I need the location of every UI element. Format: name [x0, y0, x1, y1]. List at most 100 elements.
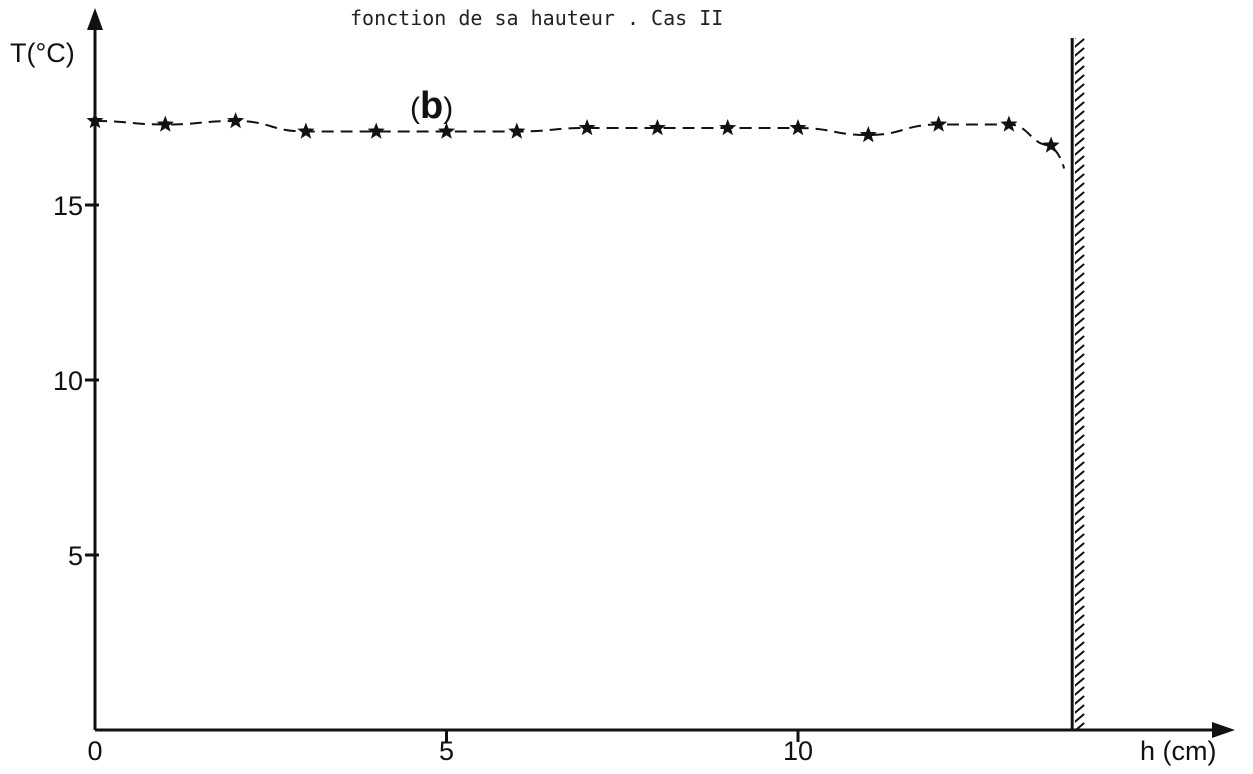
- wall-hatch-line: [1075, 722, 1085, 730]
- wall-hatch-line: [1075, 182, 1085, 192]
- data-point-star: [86, 112, 104, 129]
- wall-hatch-line: [1075, 488, 1085, 498]
- wall-hatch-line: [1075, 470, 1085, 480]
- wall-hatch-line: [1075, 461, 1085, 471]
- wall-hatch-line: [1075, 281, 1085, 291]
- wall-hatch-line: [1075, 524, 1085, 534]
- data-point-star: [437, 122, 456, 139]
- wall-hatch-line: [1075, 290, 1085, 300]
- wall-hatch-line: [1075, 398, 1085, 408]
- wall-hatch-line: [1075, 299, 1085, 309]
- wall-hatch-line: [1075, 236, 1085, 246]
- x-axis-label: h (cm): [1140, 736, 1217, 766]
- wall-hatch-line: [1072, 732, 1084, 742]
- wall-hatch-line: [1075, 254, 1085, 264]
- data-point-star: [578, 119, 596, 136]
- y-tick-label: 5: [68, 541, 83, 571]
- wall-hatch-line: [1075, 317, 1085, 327]
- wall-hatch-line: [1075, 56, 1085, 66]
- y-axis-label: T(°C): [10, 38, 75, 68]
- wall-hatch-line: [1075, 443, 1085, 453]
- data-point-star: [297, 122, 315, 139]
- wall-hatch-line: [1075, 713, 1085, 723]
- data-point-star: [156, 115, 174, 132]
- data-point-star: [227, 112, 245, 129]
- data-point-star: [367, 122, 385, 139]
- x-axis-arrow: [1212, 722, 1235, 738]
- wall-hatch-line: [1075, 596, 1085, 606]
- series-line: [94, 119, 1066, 169]
- wall-hatch-line: [1075, 353, 1085, 363]
- wall-hatch-line: [1075, 209, 1085, 219]
- wall-hatch-line: [1075, 686, 1085, 696]
- series-group: [86, 112, 1066, 169]
- wall-hatch-line: [1075, 245, 1085, 255]
- series-label-open-paren: (: [410, 92, 420, 125]
- wall-hatch-line: [1075, 38, 1077, 39]
- wall-hatch-line: [1075, 425, 1085, 435]
- data-point-star: [1000, 115, 1018, 132]
- wall-hatch-line: [1075, 101, 1085, 111]
- wall-hatch-line: [1075, 263, 1085, 273]
- wall-hatch-line: [1075, 623, 1085, 633]
- wall-hatch-line: [1075, 416, 1085, 426]
- wall-hatch-line: [1075, 614, 1085, 624]
- data-point-star: [508, 122, 526, 139]
- wall-hatch-line: [1075, 389, 1085, 399]
- chart-title: fonction de sa hauteur . Cas II: [350, 6, 723, 30]
- ticks: 0 5 10 5 10 15: [53, 191, 813, 766]
- wall-hatch-line: [1075, 335, 1085, 345]
- y-axis-arrow: [87, 8, 103, 30]
- wall-hatch-line: [1075, 560, 1085, 570]
- data-point-star: [859, 126, 877, 143]
- wall-hatch-line: [1075, 146, 1085, 156]
- wall-hatch-line: [1075, 659, 1085, 669]
- wall-hatch-line: [1075, 65, 1085, 75]
- wall-hatch-line: [1075, 506, 1085, 516]
- series-label-close-paren: ): [443, 92, 453, 125]
- wall-hatch-line: [1075, 218, 1085, 228]
- x-tick-label: 0: [87, 736, 102, 766]
- wall-hatch-line: [1075, 479, 1085, 489]
- wall-hatch-line: [1075, 164, 1085, 174]
- wall-hatch-line: [1075, 326, 1085, 336]
- wall-hatch-line: [1075, 434, 1085, 444]
- wall-hatch-line: [1075, 515, 1085, 525]
- data-point-star: [1042, 136, 1060, 153]
- wall-hatch-line: [1075, 605, 1085, 615]
- y-tick-label: 15: [53, 191, 83, 221]
- wall-hatch-line: [1075, 38, 1085, 48]
- data-point-star: [719, 119, 737, 136]
- wall-hatch-line: [1075, 677, 1085, 687]
- wall-hatch-line: [1072, 741, 1084, 751]
- series-label-letter: b: [420, 85, 443, 127]
- wall-hatch-line: [1075, 128, 1085, 138]
- wall-hatch-line: [1075, 47, 1085, 57]
- wall-hatch-line: [1075, 551, 1085, 561]
- wall-hatch-line: [1075, 155, 1085, 165]
- wall-hatch-line: [1075, 641, 1085, 651]
- wall-hatch-line: [1075, 83, 1085, 93]
- wall-hatch-line: [1075, 74, 1085, 84]
- wall-hatch-line: [1075, 587, 1085, 597]
- wall-hatch-line: [1075, 272, 1085, 282]
- wall-hatch-line: [1075, 344, 1085, 354]
- x-tick-label: 10: [783, 736, 813, 766]
- wall-hatch-line: [1075, 542, 1085, 552]
- wall-hatch-line: [1075, 371, 1085, 381]
- wall-hatch-line: [1075, 227, 1085, 237]
- wall-hatch-line: [1075, 407, 1085, 417]
- wall: [1070, 38, 1085, 751]
- wall-hatch-line: [1075, 308, 1085, 318]
- wall-hatch-line: [1075, 668, 1085, 678]
- wall-hatch-line: [1075, 650, 1085, 660]
- wall-hatch-line: [1075, 362, 1085, 372]
- wall-hatch-line: [1075, 704, 1085, 714]
- wall-hatch-line: [1075, 92, 1085, 102]
- wall-hatch-line: [1075, 578, 1085, 588]
- wall-hatch-line: [1075, 497, 1085, 507]
- data-point-star: [789, 119, 807, 136]
- wall-hatch-line: [1075, 173, 1085, 183]
- wall-hatch-line: [1075, 533, 1085, 543]
